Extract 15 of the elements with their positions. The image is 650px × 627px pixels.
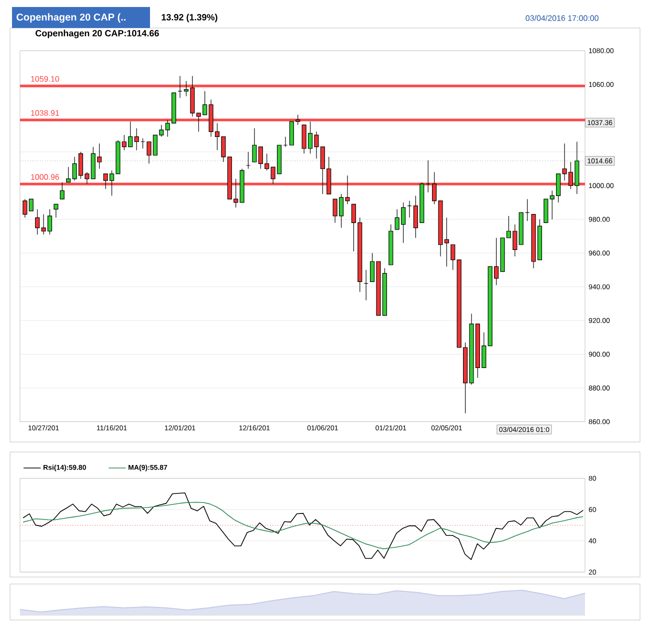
chart-subtitle: Copenhagen 20 CAP:1014.66: [36, 30, 159, 38]
chart-title: Copenhagen 20 CAP (..: [16, 13, 126, 23]
candlestick: [35, 208, 40, 235]
ref-line-label: 1038.91: [31, 110, 60, 116]
candlestick: [252, 128, 257, 162]
candlestick: [450, 244, 456, 270]
candlestick: [66, 166, 71, 183]
text: 03/04/2016 17:00:00: [526, 15, 598, 21]
candlestick: [134, 128, 139, 150]
candlestick: [60, 182, 64, 200]
ref-line-label: 1000.96: [31, 174, 60, 180]
candlestick: [544, 198, 548, 224]
candlestick: [54, 204, 58, 218]
text: 13.92 (1.39%): [162, 14, 218, 22]
ref-line-label: 1059.10: [31, 76, 60, 82]
